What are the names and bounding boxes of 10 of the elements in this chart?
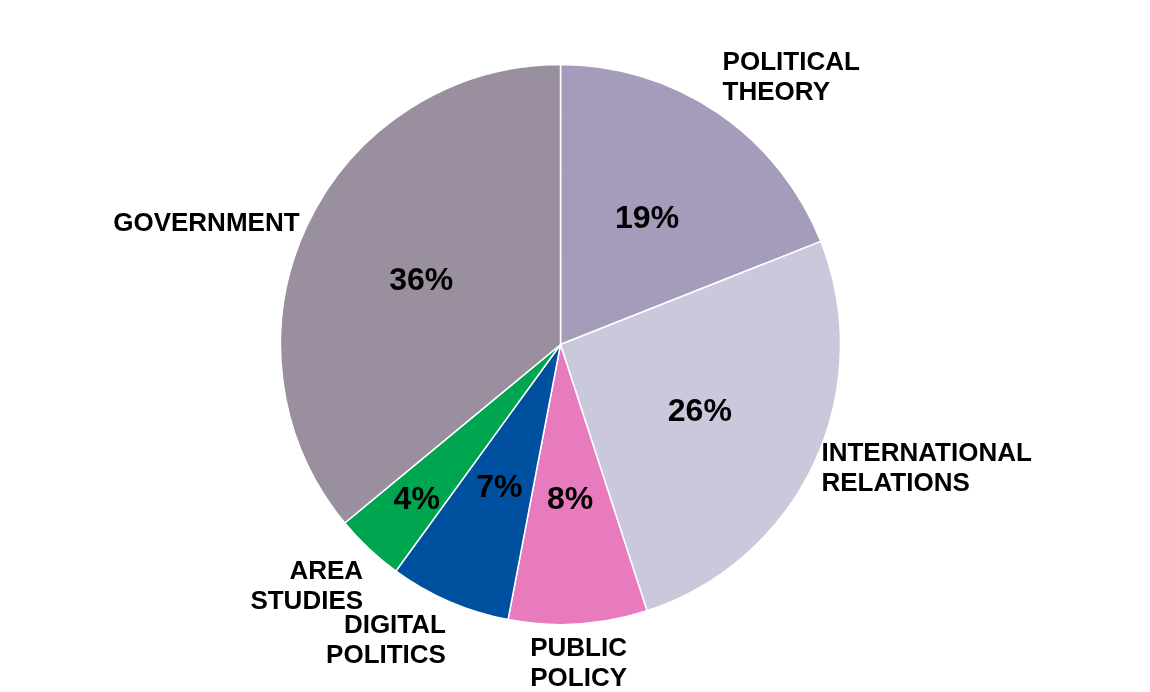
data-label: 7% [476,467,523,504]
data-label: 19% [615,199,680,236]
slice-label: PUBLIC POLICY [530,632,628,692]
data-label: 8% [547,480,594,517]
data-label: 36% [389,260,454,297]
data-label: 4% [393,479,440,516]
slice-label: GOVERNMENT [113,206,300,237]
slice-label: INTERNATIONAL RELATIONS [821,437,1032,498]
slice-label: POLITICAL THEORY [722,45,860,106]
data-label: 26% [667,392,732,429]
